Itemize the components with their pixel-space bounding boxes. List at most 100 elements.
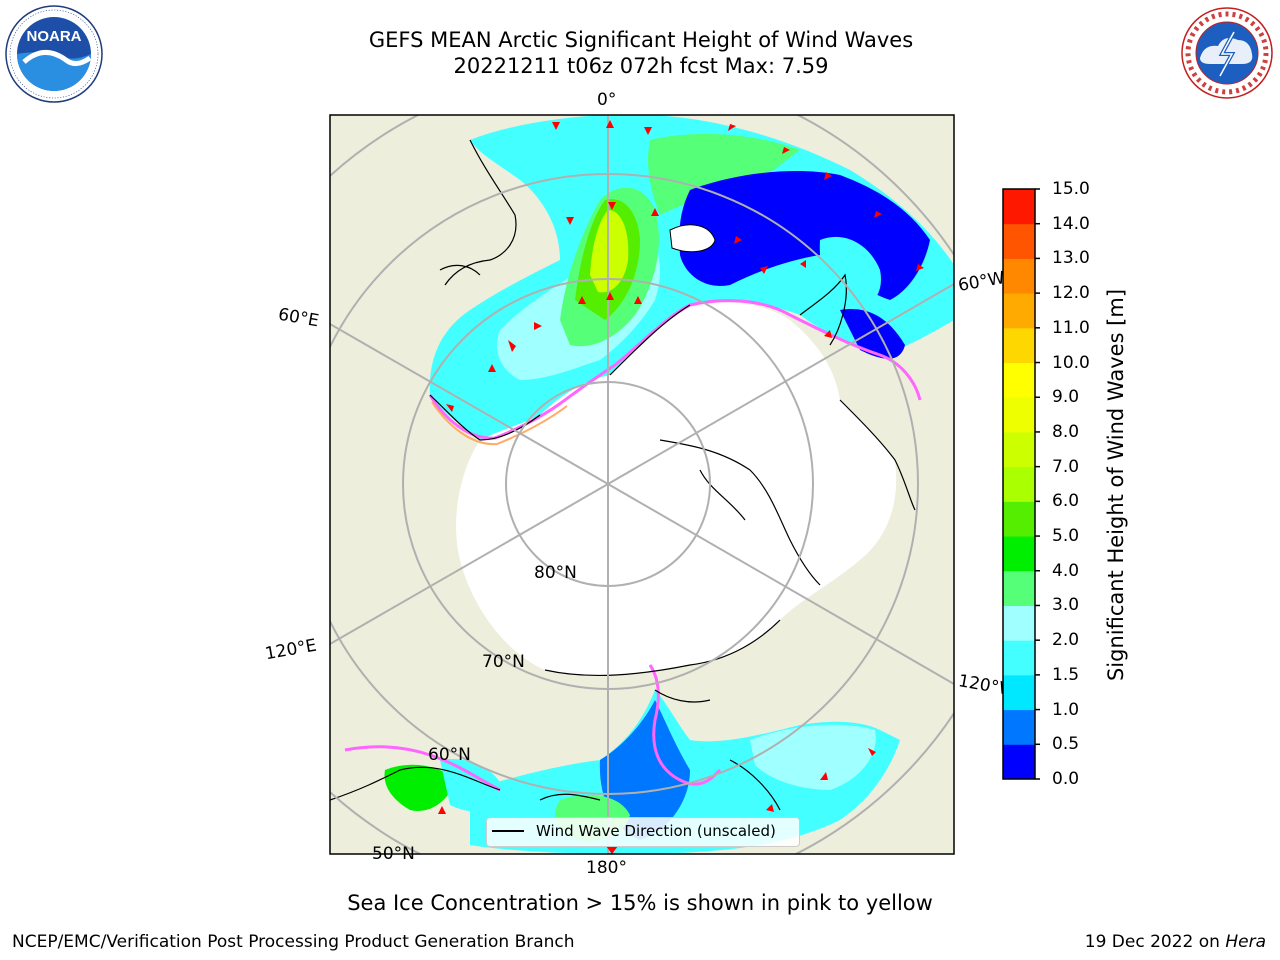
colorbar-tick-label: 12.0 [1052,283,1090,304]
wave-arrow [634,296,642,304]
colorbar-tick-label: 9.0 [1052,387,1080,408]
wave-zone-yellowgreen [590,210,629,293]
legend-box [486,817,800,847]
colorbar-segment [1003,397,1035,433]
chart-title: GEFS MEAN Arctic Significant Height of W… [368,28,914,52]
wave-arrow [606,120,614,128]
graticule [330,115,954,854]
wave-zone-greenland-sea [648,133,800,215]
colorbar-segment [1003,293,1035,329]
wave-arrow [728,124,736,131]
label-70n: 70°N [482,652,525,672]
colorbar-tick-label: 0.0 [1052,769,1080,789]
label-50n: 50°N [372,844,415,864]
wave-arrow [868,748,876,756]
colorbar-tick-label: 2.0 [1052,630,1080,651]
caption: Sea Ice Concentration > 15% is shown in … [347,891,933,915]
colorbar-segment [1003,744,1035,780]
colorbar-tick-label: 14.0 [1052,213,1090,234]
wave-arrow [488,364,496,372]
colorbar-tick-label: 6.0 [1052,491,1080,512]
wave-arrow [508,340,516,352]
footer-date: 19 Dec 2022 on Hera [1085,932,1266,952]
wave-zone-okhotsk-green [384,764,455,811]
noaa-logo: NOARA [5,5,103,103]
meridian-60e [330,323,609,485]
legend-label: Wind Wave Direction (unscaled) [536,822,776,840]
wave-arrow [800,260,806,268]
colorbar-tick-label: 8.0 [1052,421,1080,442]
wave-arrow [820,772,828,780]
colorbar-tick-label: 11.0 [1052,317,1090,338]
colorbar-segment [1003,536,1035,572]
nws-logo [1181,7,1273,99]
colorbar-segment [1003,570,1035,606]
wave-arrow [766,804,774,812]
wave-arrow [824,330,832,338]
noaa-logo-text: NOARA [27,28,82,45]
wave-arrow [438,806,446,814]
wave-arrow [552,122,560,130]
wave-arrow [734,236,742,244]
wave-arrow [578,296,586,304]
meridian-60w [607,283,954,485]
wave-zone-labrador-cyan [819,236,881,310]
colorbar-segment [1003,362,1035,398]
label-60n: 60°N [428,745,471,765]
legend-line-sample [492,830,524,832]
colorbar-segment [1003,709,1035,745]
arctic-ocean [456,302,897,676]
footer-date-text: 19 Dec 2022 on [1084,932,1226,952]
wave-arrow [644,127,652,135]
colorbar-segment [1003,605,1035,641]
footer-host: Hera [1225,932,1266,952]
colorbar-segment [1003,674,1035,711]
colorbar-segment [1003,327,1035,364]
colorbar-tick-label: 7.0 [1052,456,1080,477]
sea-ice-edge-okhotsk [344,745,501,792]
colorbar-tick-label: 1.0 [1052,699,1080,720]
sea-ice-edge-atlantic [428,299,922,440]
meridian-120w [607,483,954,685]
colorbar-segment [1003,501,1035,537]
wave-arrow [651,208,659,216]
colorbar [1002,188,1040,780]
wave-zone-okhotsk-cyan [440,759,505,812]
wave-arrow [606,292,614,300]
colorbar-label: Significant Height of Wind Waves [m] [1104,288,1128,682]
label-180: 180° [586,858,627,878]
wave-arrow [534,322,542,330]
colorbar-tick-label: 4.0 [1052,560,1080,581]
sea-ice-edge-atlantic-outer [431,401,568,446]
wave-arrow [446,404,454,412]
colorbar-segment [1003,431,1035,468]
svalbard-land [669,224,716,253]
colorbar-segment [1003,258,1035,294]
colorbar-segment [1003,189,1035,225]
meridian-120e [330,483,609,645]
wave-zone-baffin-blue [840,309,905,359]
coastlines [330,139,916,811]
colorbar-tick-label: 13.0 [1052,248,1090,269]
colorbar-tick-label: 10.0 [1052,352,1090,373]
wave-arrow [606,846,618,854]
colorbar-tick-label: 1.5 [1052,664,1080,685]
wave-arrow [566,217,574,225]
colorbar-tick-label: 3.0 [1052,595,1080,616]
map-frame [329,114,955,855]
wave-arrow [916,264,924,271]
wave-arrow [782,147,790,154]
colorbar-tick-label: 0.5 [1052,734,1080,755]
wave-arrow [608,202,616,210]
colorbar-tick-label: 15.0 [1052,179,1090,199]
colorbar-segment [1003,223,1035,259]
label-80n: 80°N [534,563,577,583]
footer-credit: NCEP/EMC/Verification Post Processing Pr… [12,932,575,952]
colorbar-segment [1003,640,1035,676]
colorbar-segment [1003,466,1035,502]
label-0-deg: 0° [597,90,617,110]
wave-zone-bering-blue [599,700,690,840]
wave-arrow [824,172,832,180]
chart-subtitle: 20221211 t06z 072h fcst Max: 7.59 [453,54,829,78]
